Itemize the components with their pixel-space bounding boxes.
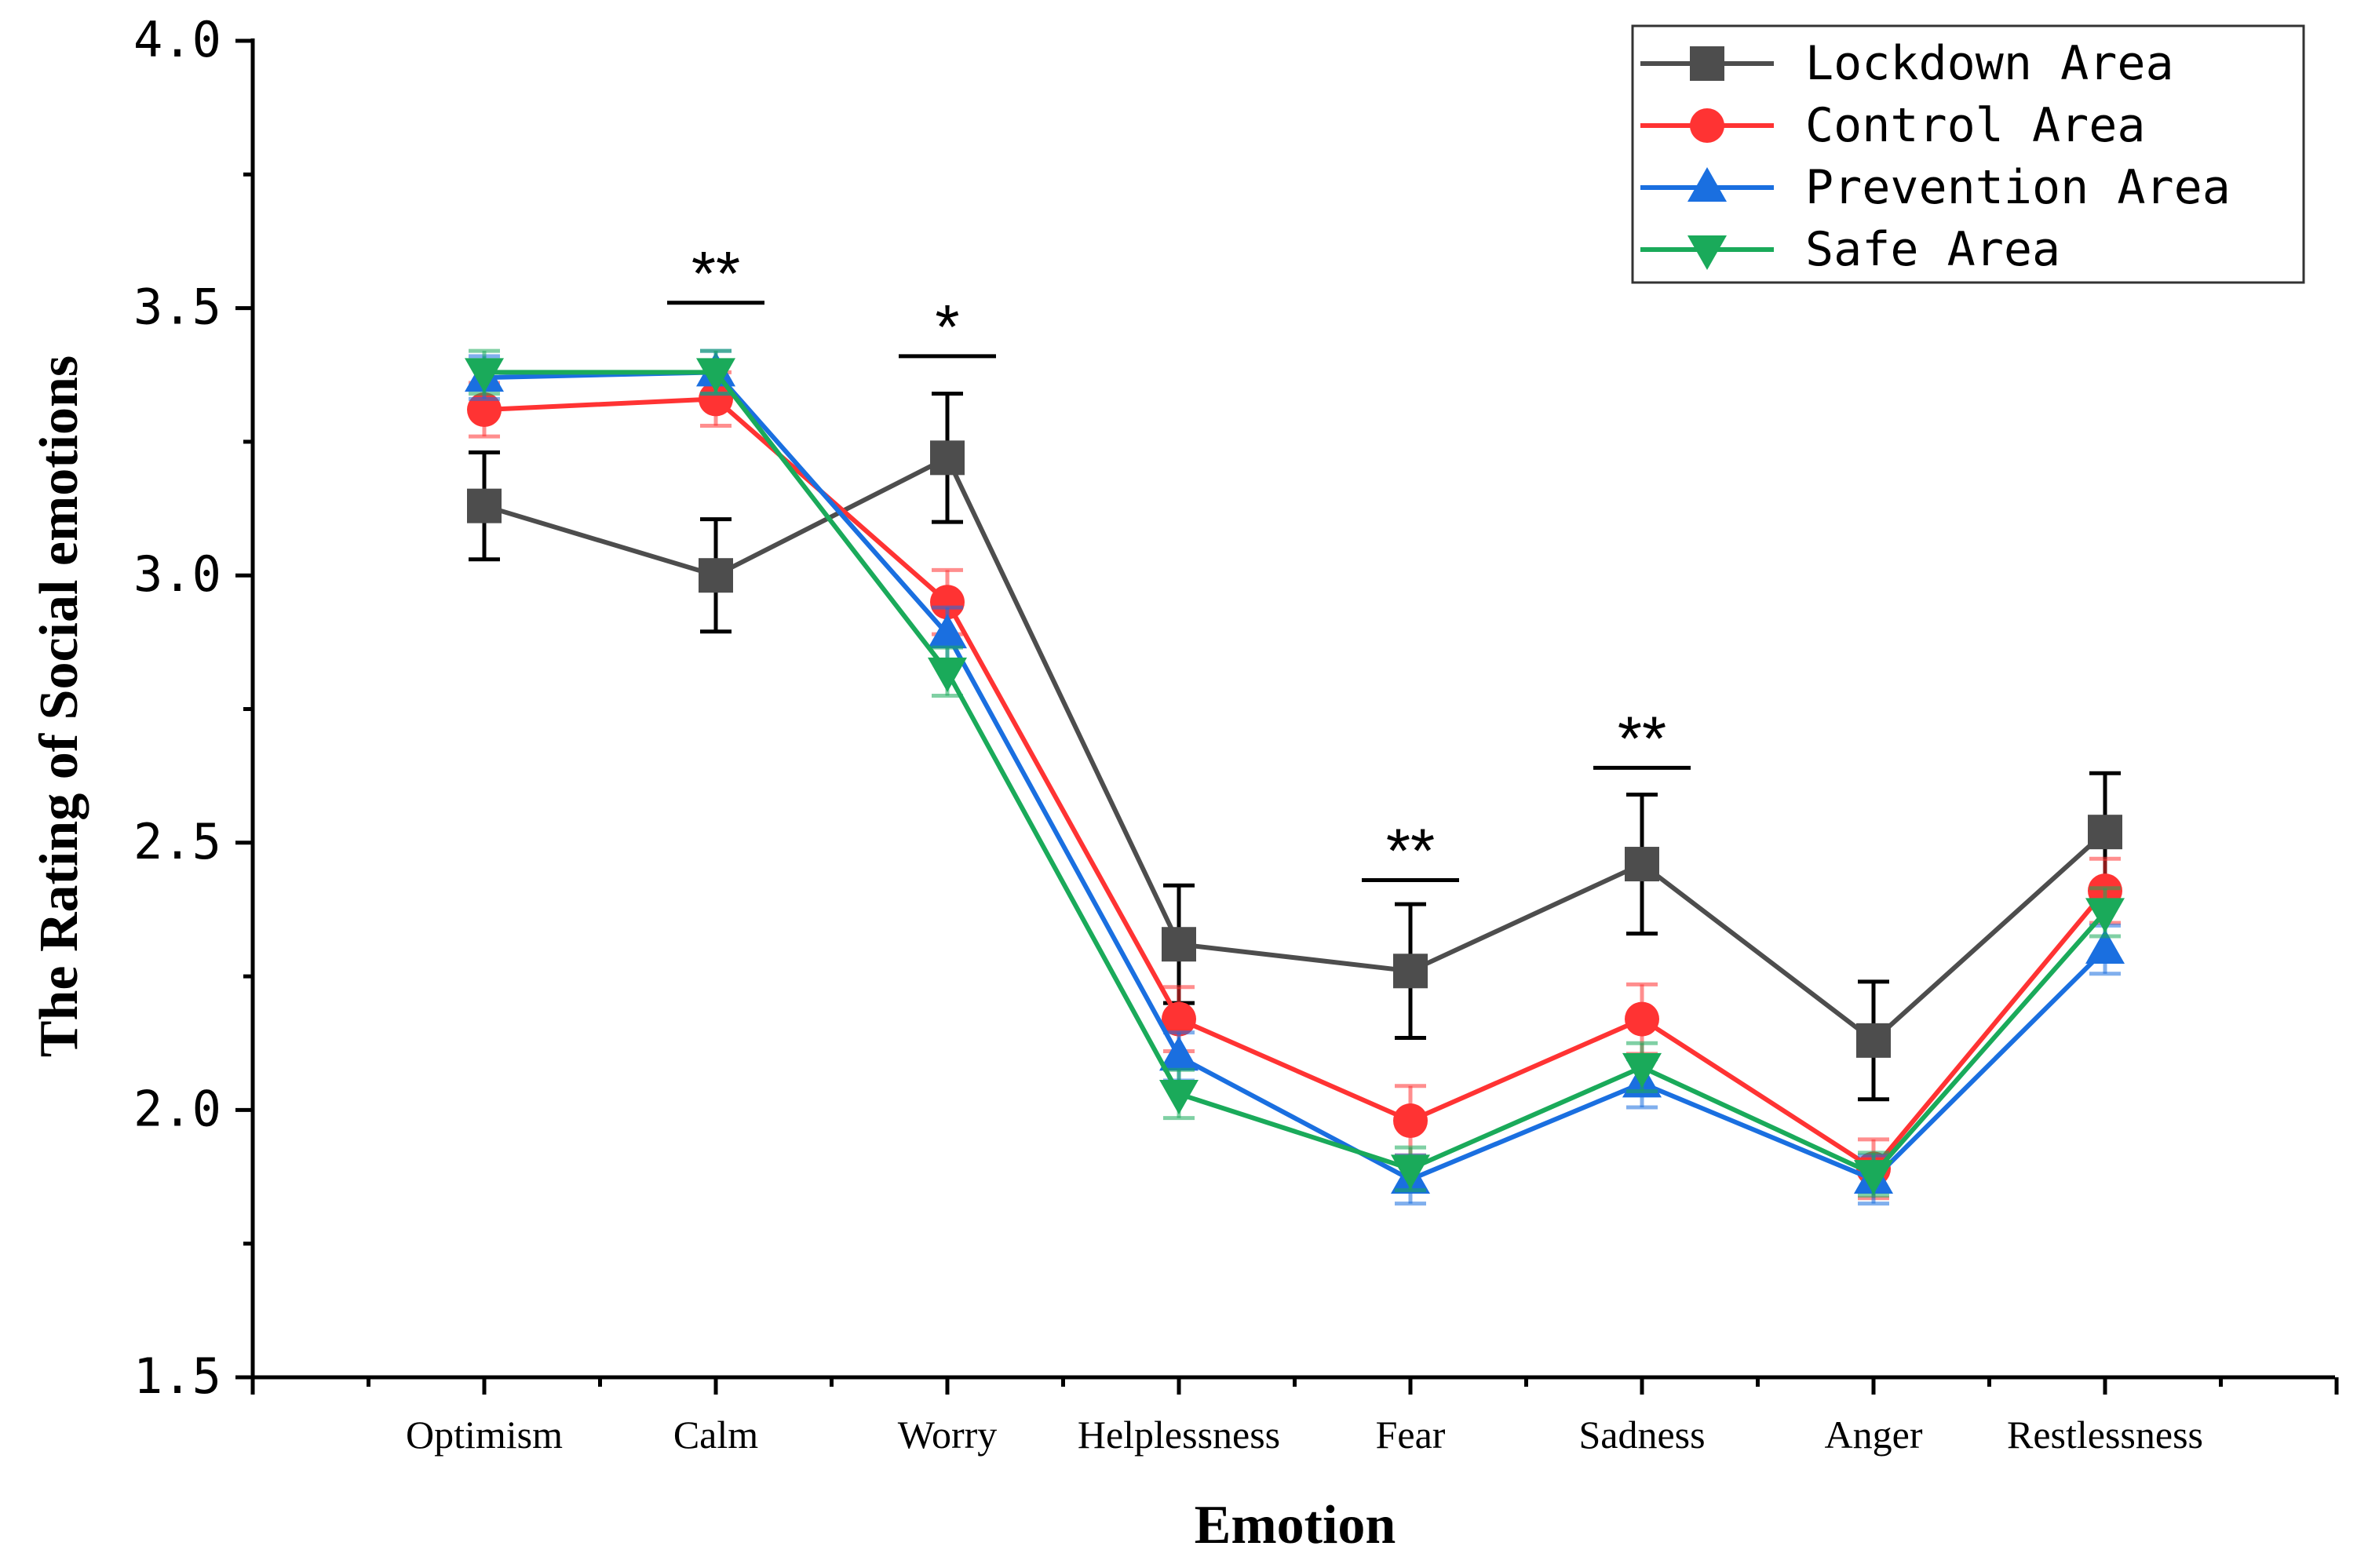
marker-circle [1625,1001,1659,1037]
marker-triangle-down [928,657,967,692]
marker-triangle-down [465,358,504,393]
legend-label: Prevention Area [1805,160,2231,215]
legend-label: Control Area [1805,98,2145,153]
marker-triangle-down [1622,1052,1662,1088]
marker-square [1690,46,1724,81]
series-safe-area [465,348,2125,1198]
series-lockdown-area [467,392,2122,1102]
marker-triangle-down [2085,898,2125,933]
marker-triangle-up [1159,1036,1199,1071]
y-tick-label: 2.0 [133,1080,221,1137]
marker-square [467,488,502,523]
series-layer [465,348,2125,1206]
marker-triangle-up [1687,167,1727,202]
marker-square [930,440,965,476]
series-line [483,454,2107,1044]
marker-circle [1690,108,1724,143]
legend-item: Safe Area [1640,222,2060,277]
x-tick-label: Optimism [406,1413,563,1457]
x-tick-label: Fear [1376,1413,1446,1457]
x-tick-label: Restlessness [2007,1413,2203,1457]
legend-label: Lockdown Area [1805,36,2174,91]
series-line [484,370,2107,1177]
marker-triangle-down [696,358,735,393]
y-tick-label: 1.5 [133,1347,221,1405]
significance-marker: ** [1386,815,1435,885]
y-tick-label: 3.0 [133,545,221,603]
legend-box [1631,24,2305,284]
legend-item: Prevention Area [1640,160,2231,215]
significance-marker: ** [691,239,740,308]
marker-circle [467,392,502,428]
significance-annotations: ******* [667,239,1691,885]
marker-square [1625,847,1659,882]
x-tick-label: Calm [673,1413,758,1457]
legend-item: Control Area [1640,98,2145,153]
marker-triangle-up [2085,929,2125,965]
legend: Lockdown Area Control Area Prevention Area… [1631,24,2305,284]
marker-triangle-down [1854,1160,1893,1195]
axes: 1.5 2.0 2.5 3.0 3.5 4.0 Optimism Calm Worry Helpl… [133,11,2339,1457]
x-axis-title: Emotion [1195,1495,1396,1555]
y-tick-label: 2.5 [133,813,221,870]
marker-triangle-down [1159,1079,1199,1114]
marker-circle [699,381,733,417]
y-axis-title: The Rating of Social emotions [29,356,89,1057]
significance-marker: ** [1618,703,1666,773]
series-prevention-area [465,348,2125,1206]
marker-circle [1162,1001,1196,1037]
x-tick-label: Anger [1825,1413,1923,1457]
marker-circle [1393,1103,1428,1139]
marker-triangle-down [1391,1154,1430,1190]
marker-square [2088,815,2122,850]
marker-triangle-up [928,614,967,649]
x-tick-label: Worry [898,1413,998,1457]
x-tick-label: Helplessness [1078,1413,1280,1457]
marker-square [1856,1023,1891,1058]
marker-square [699,558,733,593]
marker-circle [930,585,965,620]
y-tick-label: 4.0 [133,11,221,68]
marker-square [1393,954,1428,989]
series-line [483,396,2107,1172]
marker-square [1162,927,1196,962]
legend-item: Lockdown Area [1640,36,2174,91]
y-tick-label: 3.5 [133,279,221,336]
significance-marker: * [935,292,959,362]
legend-label: Safe Area [1805,222,2060,277]
series-line [483,370,2107,1183]
marker-triangle-down [1687,235,1727,270]
x-tick-label: Sadness [1578,1413,1705,1457]
